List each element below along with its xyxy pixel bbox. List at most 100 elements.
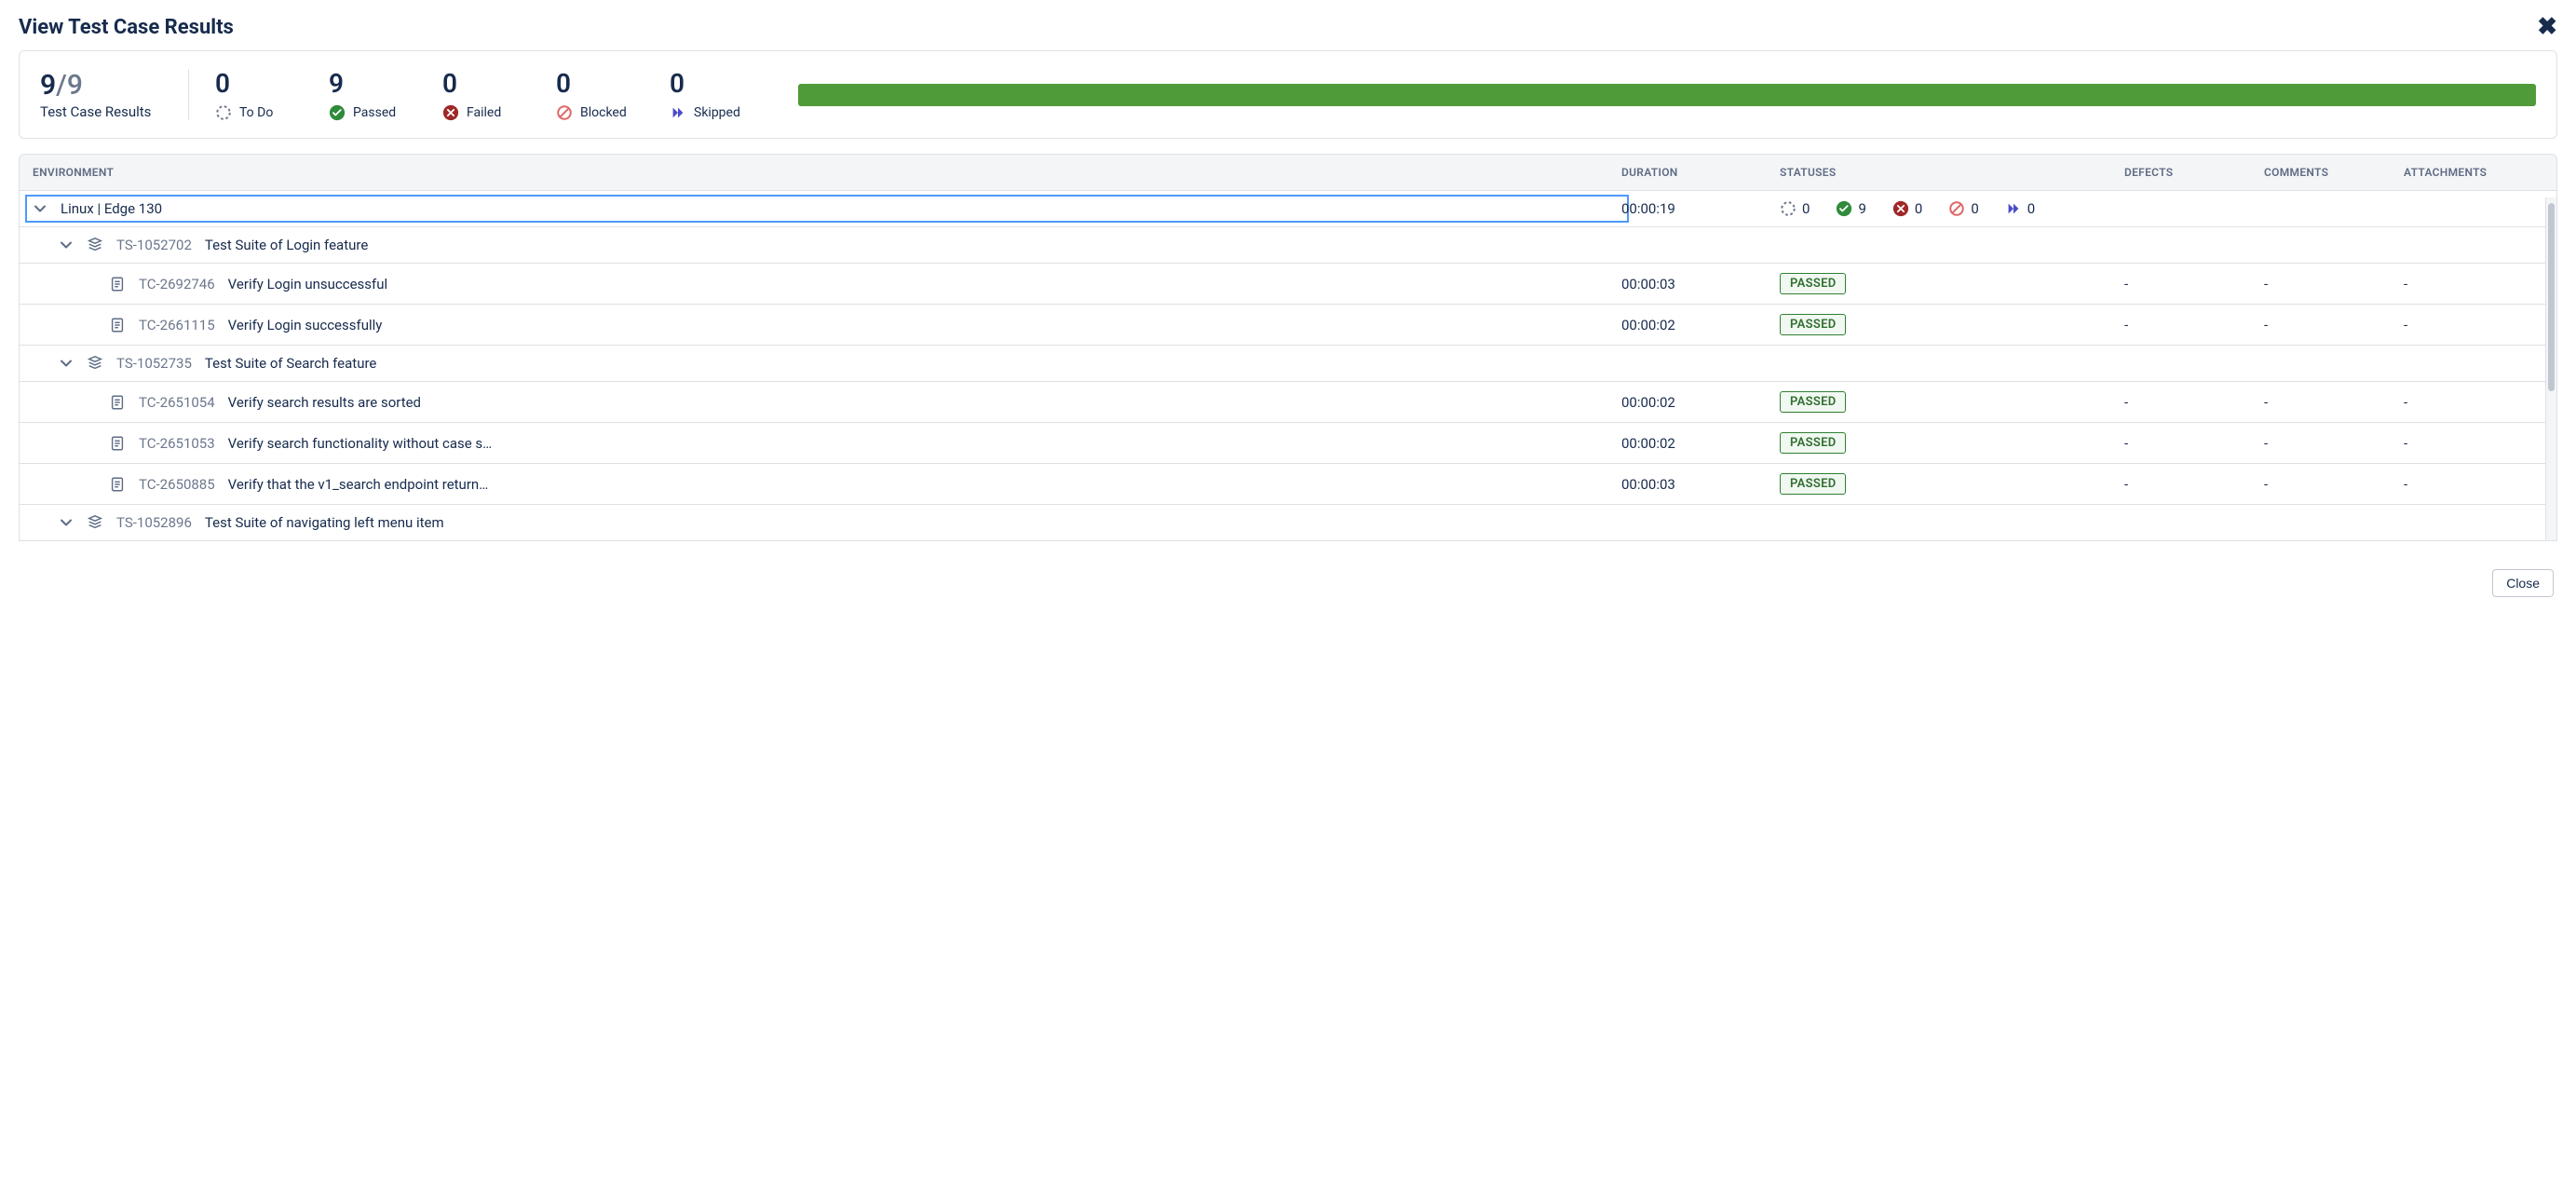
scrollbar[interactable] [2545,197,2556,540]
todo-icon [1780,200,1796,217]
document-icon [109,394,126,411]
suite-icon [87,237,103,253]
status-badge: PASSED [1780,473,1846,495]
status-count: 0 [556,68,571,99]
test-case-id: TC-2650885 [139,476,215,493]
skipped-icon [2005,200,2022,217]
test-case-status: PASSED [1780,473,2124,495]
test-case-duration: 00:00:02 [1621,317,1780,333]
test-case-duration: 00:00:02 [1621,435,1780,452]
test-case-attachments: - [2404,394,2543,411]
results-count-number: 9/9 [40,69,162,102]
scrollbar-thumb[interactable] [2548,203,2555,391]
table-header: ENVIRONMENT DURATION STATUSES DEFECTS CO… [20,155,2556,191]
test-suite-row[interactable]: TS-1052735 Test Suite of Search feature [20,346,2556,382]
suite-icon [87,355,103,372]
test-case-row[interactable]: TC-2661115Verify Login successfully00:00… [20,305,2556,346]
col-statuses: STATUSES [1780,166,2124,179]
test-case-comments: - [2264,276,2404,292]
test-case-row[interactable]: TC-2651054Verify search results are sort… [20,382,2556,423]
chevron-down-icon[interactable] [59,238,74,252]
blocked-icon [556,104,573,121]
failed-icon [1892,200,1909,217]
status-label-row: Blocked [556,104,627,121]
test-case-duration: 00:00:03 [1621,276,1780,292]
test-case-name-cell: TC-2651053Verify search functionality wi… [33,435,1621,452]
test-case-row[interactable]: TC-2651053Verify search functionality wi… [20,423,2556,464]
test-case-name-cell: TC-2650885Verify that the v1_search endp… [33,476,1621,493]
col-environment: ENVIRONMENT [33,166,1621,179]
progress-bar [798,84,2536,106]
modal-footer: Close [0,541,2576,616]
test-case-defects: - [2124,435,2264,452]
passed-icon [1836,200,1852,217]
test-case-defects: - [2124,317,2264,333]
environment-duration: 00:00:19 [1621,200,1780,217]
environment-name-cell: Linux | Edge 130 [25,195,1629,223]
col-comments: COMMENTS [2264,166,2404,179]
suite-icon [87,514,103,531]
test-case-duration: 00:00:02 [1621,394,1780,411]
status-item-blocked: 0 Blocked [556,68,630,121]
close-button[interactable]: Close [2492,569,2554,597]
status-item-passed: 9 Passed [329,68,403,121]
environment-row[interactable]: Linux | Edge 130 00:00:19 09000 [20,191,2556,227]
status-badge: PASSED [1780,391,1846,413]
chevron-down-icon[interactable] [33,201,47,216]
status-count: 9 [329,68,344,99]
status-item-todo: 0To Do [215,68,290,121]
suite-id: TS-1052702 [116,237,192,253]
col-duration: DURATION [1621,166,1780,179]
status-item-failed: 0 Failed [442,68,517,121]
col-attachments: ATTACHMENTS [2404,166,2543,179]
test-case-id: TC-2651053 [139,435,215,452]
document-icon [109,276,126,292]
progress-bar-fill [798,84,2536,106]
status-label-row: Passed [329,104,396,121]
status-label-row: To Do [215,104,273,121]
results-table: ENVIRONMENT DURATION STATUSES DEFECTS CO… [19,154,2557,541]
document-icon [109,317,126,333]
test-suite-row[interactable]: TS-1052702 Test Suite of Login feature [20,227,2556,264]
test-case-defects: - [2124,276,2264,292]
test-suite-row[interactable]: TS-1052896 Test Suite of navigating left… [20,505,2556,540]
status-label-row: Failed [442,104,501,121]
test-case-title: Verify Login successfully [228,317,383,333]
test-case-attachments: - [2404,476,2543,493]
status-label-row: Skipped [670,104,740,121]
test-case-status: PASSED [1780,273,2124,294]
test-case-attachments: - [2404,317,2543,333]
test-case-name-cell: TC-2692746 Verify Login unsuccessful [33,276,1621,292]
chevron-down-icon[interactable] [59,515,74,530]
close-icon[interactable]: ✖ [2537,15,2557,39]
test-case-id: TC-2692746 [139,276,215,292]
env-stat-value: 0 [1915,200,1922,217]
blocked-icon [1948,200,1965,217]
status-label: Passed [353,105,396,120]
status-count: 0 [442,68,457,99]
test-case-title: Verify Login unsuccessful [228,276,388,292]
env-stat-value: 0 [1971,200,1978,217]
test-case-name-cell: TC-2661115Verify Login successfully [33,317,1621,333]
suite-title: Test Suite of navigating left menu item [205,514,444,531]
test-case-row[interactable]: TC-2692746 Verify Login unsuccessful 00:00… [20,264,2556,305]
col-defects: DEFECTS [2124,166,2264,179]
document-icon [109,435,126,452]
results-count-label: Test Case Results [40,103,162,120]
modal-header: View Test Case Results ✖ [0,0,2576,50]
env-stat-todo: 0 [1780,200,1810,217]
status-badge: PASSED [1780,432,1846,454]
test-case-row[interactable]: TC-2650885Verify that the v1_search endp… [20,464,2556,505]
test-case-attachments: - [2404,435,2543,452]
chevron-down-icon[interactable] [59,356,74,371]
document-icon [109,476,126,493]
suite-id: TS-1052896 [116,514,192,531]
results-count: 9/9 Test Case Results [40,69,189,120]
test-case-status: PASSED [1780,391,2124,413]
test-case-status: PASSED [1780,314,2124,335]
test-case-defects: - [2124,394,2264,411]
env-stat-blocked: 0 [1948,200,1978,217]
status-summary: 0To Do9Passed0Failed0Blocked0Skipped [215,68,744,121]
test-case-name-cell: TC-2651054Verify search results are sort… [33,394,1621,411]
results-total: /9 [56,69,83,102]
